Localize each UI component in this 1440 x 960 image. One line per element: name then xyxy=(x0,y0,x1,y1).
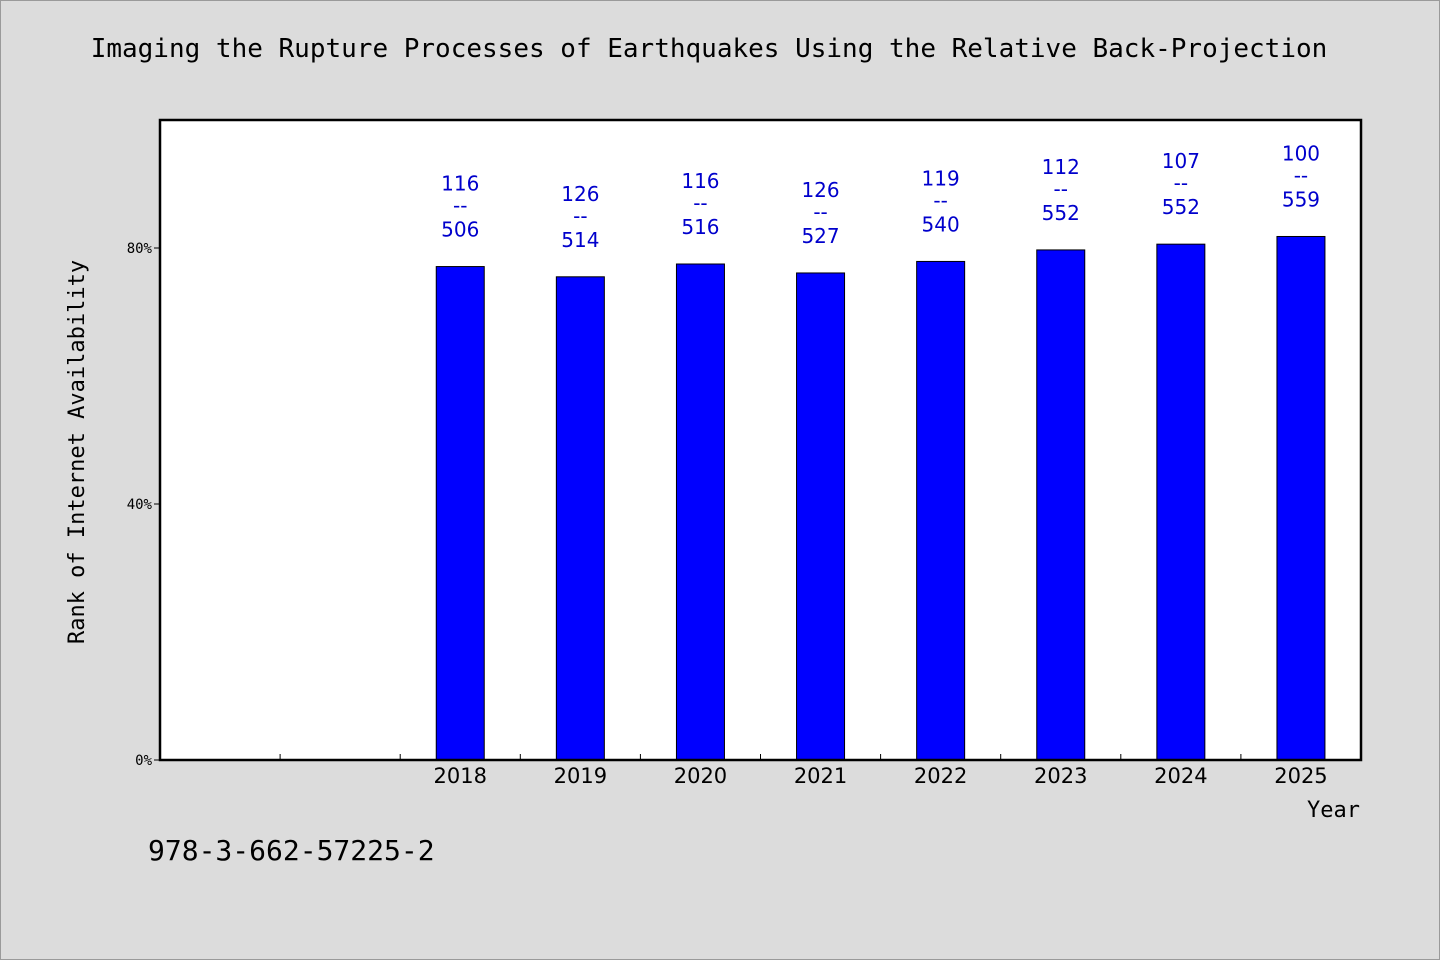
plot-border xyxy=(158,118,1363,762)
data-label-bottom: 552 xyxy=(1042,201,1080,225)
bar xyxy=(796,272,846,761)
data-label-bottom: 506 xyxy=(441,218,479,242)
data-label-bottom: 552 xyxy=(1162,195,1200,219)
data-label-top: 119 xyxy=(922,166,960,190)
x-tick-label: 2022 xyxy=(914,764,967,788)
x-tick-label: 2021 xyxy=(794,764,847,788)
data-label-bottom: 527 xyxy=(801,224,839,248)
bar xyxy=(1036,249,1086,761)
data-label-top: 112 xyxy=(1042,155,1080,179)
data-label-separator: -- xyxy=(933,188,947,212)
x-tick-label: 2023 xyxy=(1034,764,1087,788)
bar xyxy=(1156,243,1206,761)
data-label-top: 100 xyxy=(1282,141,1320,165)
bar xyxy=(916,260,966,761)
y-tick-label: 80% xyxy=(127,241,153,257)
x-tick-label: 2025 xyxy=(1274,764,1327,788)
y-tick-label: 0% xyxy=(135,753,152,769)
data-label-top: 126 xyxy=(561,182,599,206)
data-label-top: 126 xyxy=(801,178,839,202)
y-tick-label: 40% xyxy=(127,497,153,513)
data-label-top: 107 xyxy=(1162,149,1200,173)
y-axis-label: Rank of Internet Availability xyxy=(65,260,90,644)
data-label-separator: -- xyxy=(1294,163,1308,187)
data-label-top: 116 xyxy=(681,169,719,193)
bar xyxy=(675,263,725,761)
data-label-separator: -- xyxy=(693,191,707,215)
data-label-bottom: 514 xyxy=(561,228,599,252)
data-label-bottom: 559 xyxy=(1282,187,1320,211)
data-label-separator: -- xyxy=(1054,177,1068,201)
data-label-separator: -- xyxy=(813,200,827,224)
x-tick-label: 2019 xyxy=(554,764,607,788)
data-label-separator: -- xyxy=(1174,171,1188,195)
data-label-separator: -- xyxy=(573,204,587,228)
x-tick-label: 2018 xyxy=(434,764,487,788)
data-label-bottom: 540 xyxy=(922,212,960,236)
x-tick-label: 2024 xyxy=(1154,764,1207,788)
chart-title: Imaging the Rupture Processes of Earthqu… xyxy=(90,34,1328,64)
bar xyxy=(1276,235,1326,761)
bar xyxy=(555,276,605,761)
data-label-top: 116 xyxy=(441,172,479,196)
data-label-separator: -- xyxy=(453,194,467,218)
isbn-label: 978-3-662-57225-2 xyxy=(148,834,435,867)
bar xyxy=(435,266,485,761)
data-label-bottom: 516 xyxy=(681,215,719,239)
x-axis-label: Year xyxy=(1307,798,1360,823)
x-tick-label: 2020 xyxy=(674,764,727,788)
